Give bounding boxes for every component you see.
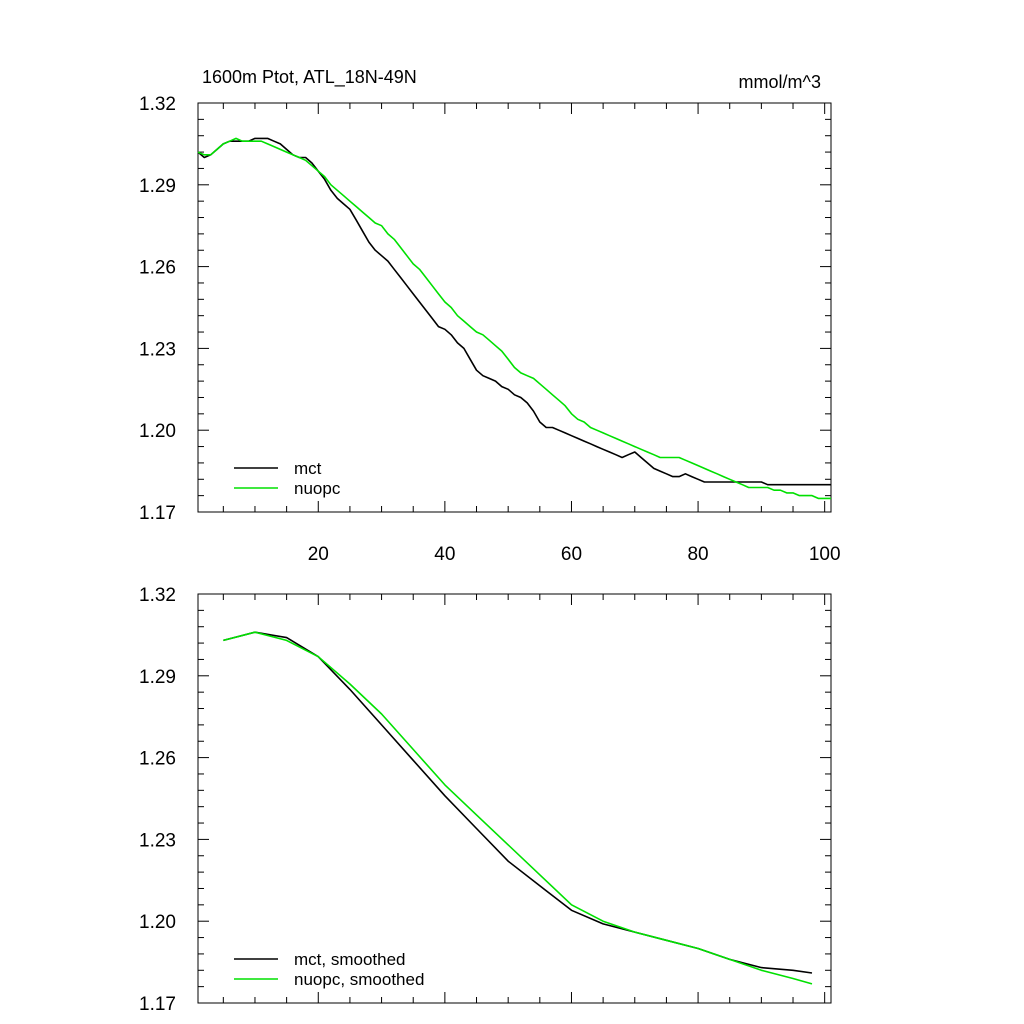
- series-line-mct: [197, 137, 831, 486]
- plot-frame: [197, 593, 832, 1004]
- y-tick-label: 1.32: [139, 585, 176, 606]
- y-tick-label: 1.26: [139, 749, 176, 770]
- x-tick-label: 60: [561, 544, 582, 565]
- y-tick-label: 1.20: [139, 912, 176, 933]
- legend-label: nuopc: [294, 479, 341, 498]
- x-tick-label: 20: [308, 544, 329, 565]
- y-tick-label: 1.20: [139, 421, 176, 442]
- plot-frame: [197, 102, 832, 513]
- legend-label: nuopc, smoothed: [294, 970, 424, 989]
- top-panel: 1.17 1.20 1.23 1.26 1.29 1.32 20 40 60 80 100 1600m…: [139, 67, 841, 565]
- x-tick-label: 40: [434, 544, 455, 565]
- series-line-mct-smoothed: [223, 631, 813, 974]
- y-tick-label: 1.23: [139, 339, 176, 360]
- units-label: mmol/m^3: [739, 72, 821, 92]
- legend-label: mct: [294, 459, 322, 478]
- series-line-nuopc-smoothed: [223, 631, 813, 985]
- series-line-nuopc: [197, 137, 831, 500]
- y-tick-label: 1.32: [139, 94, 176, 115]
- y-tick-label: 1.23: [139, 830, 176, 851]
- y-tick-label: 1.29: [139, 176, 176, 197]
- x-tick-label: 100: [809, 544, 841, 565]
- chart-title: 1600m Ptot, ATL_18N-49N: [202, 67, 417, 88]
- legend-label: mct, smoothed: [294, 950, 406, 969]
- y-tick-label: 1.29: [139, 667, 176, 688]
- bottom-panel: 1.17 1.20 1.23 1.26 1.29 1.32 mct, smoothednuo…: [139, 585, 832, 1015]
- y-tick-label: 1.26: [139, 258, 176, 279]
- y-tick-label: 1.17: [139, 994, 176, 1015]
- x-tick-label: 80: [687, 544, 708, 565]
- y-tick-label: 1.17: [139, 503, 176, 524]
